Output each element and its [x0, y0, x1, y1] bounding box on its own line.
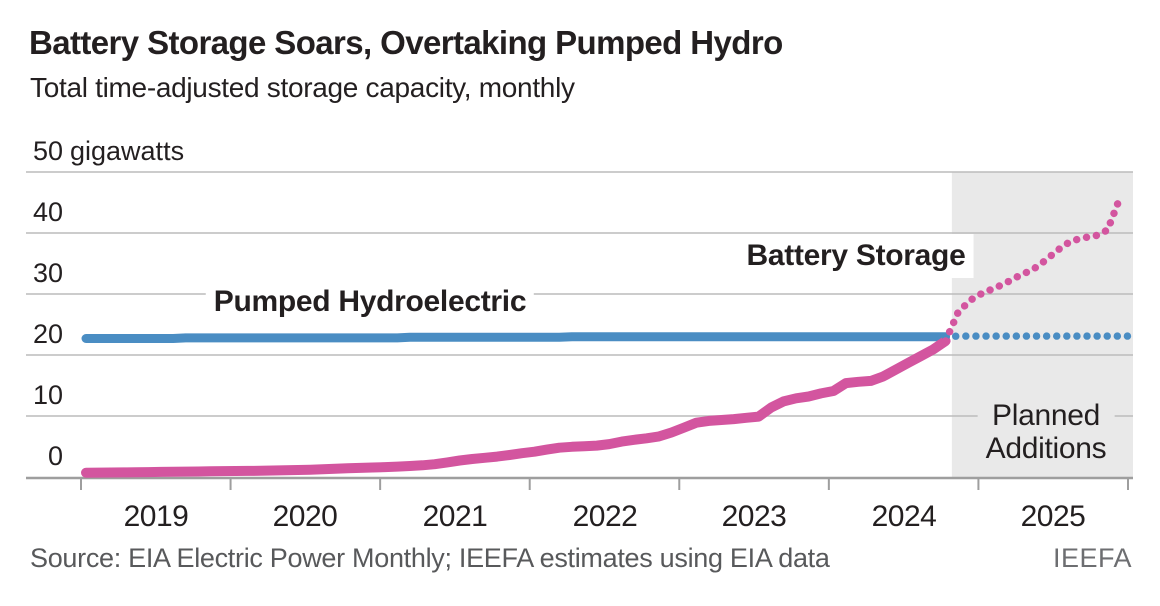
pumped-historical-line: [81, 332, 951, 343]
source-note: Source: EIA Electric Power Monthly; IEEF…: [30, 543, 830, 573]
x-axis-label-2019: 2019: [123, 500, 189, 533]
x-axis-label-2025: 2025: [1020, 500, 1086, 533]
y-tick-value: 20: [32, 319, 63, 349]
x-axis-label-2024: 2024: [871, 500, 937, 533]
planned-additions-line2: Additions: [985, 432, 1107, 465]
chart-title: Battery Storage Soars, Overtaking Pumped…: [29, 24, 783, 61]
planned-additions-line1: Planned: [992, 399, 1100, 432]
battery-historical-line: [81, 336, 951, 478]
x-axis-label-2022: 2022: [572, 500, 638, 533]
battery-planned-dotted-line: [941, 193, 1124, 345]
y-tick-value: 50: [32, 136, 63, 166]
y-axis-label-50: 50 gigawatts: [23, 136, 184, 166]
y-axis-label-20: 20: [23, 319, 63, 349]
y-axis-label-30: 30: [23, 258, 63, 288]
pumped-hydro-series-label: Pumped Hydroelectric: [205, 280, 535, 324]
planned-additions-label: Planned Additions: [977, 397, 1115, 467]
y-axis-unit: gigawatts: [70, 136, 185, 166]
y-axis-label-0: 0: [23, 441, 63, 471]
y-tick-value: 30: [32, 258, 63, 288]
x-axis-label-2021: 2021: [422, 500, 488, 533]
y-tick-value: 0: [47, 441, 63, 471]
battery-storage-series-label: Battery Storage: [738, 234, 974, 278]
y-tick-value: 10: [32, 380, 63, 410]
ieefa-logo: IEEFA: [1052, 543, 1132, 573]
pumped-planned-dotted-line: [941, 332, 1133, 341]
y-axis-label-10: 10: [23, 380, 63, 410]
y-axis-label-40: 40: [23, 197, 63, 227]
x-axis-label-2020: 2020: [272, 500, 338, 533]
y-tick-value: 40: [32, 197, 63, 227]
x-axis-label-2023: 2023: [721, 500, 787, 533]
chart-subtitle: Total time-adjusted storage capacity, mo…: [30, 72, 575, 103]
